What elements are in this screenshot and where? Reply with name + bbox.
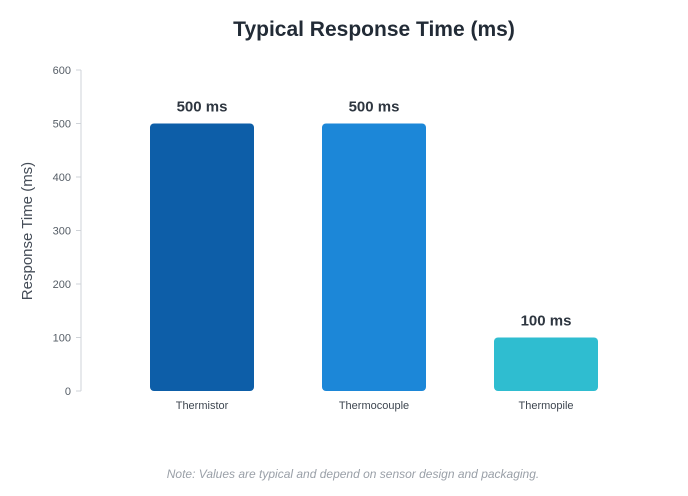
footnote: Note: Values are typical and depend on s… bbox=[167, 467, 539, 481]
y-tick-label: 500 bbox=[53, 119, 71, 131]
x-tick-label: Thermopile bbox=[518, 400, 573, 412]
y-tick-label: 200 bbox=[53, 279, 71, 291]
data-label: 500 ms bbox=[349, 99, 400, 116]
y-ticks: 0 100 200 300 400 500 600 bbox=[53, 65, 81, 398]
bars bbox=[150, 123, 598, 391]
bar-thermocouple bbox=[322, 123, 426, 391]
y-tick-label: 100 bbox=[53, 333, 71, 345]
data-labels: 500 ms 500 ms 100 ms bbox=[177, 99, 572, 330]
bar-thermistor bbox=[150, 123, 254, 391]
y-tick-label: 400 bbox=[53, 172, 71, 184]
data-label: 500 ms bbox=[177, 99, 228, 116]
chart-title: Typical Response Time (ms) bbox=[233, 18, 515, 41]
y-tick-label: 0 bbox=[65, 386, 71, 398]
x-tick-labels: Thermistor Thermocouple Thermopile bbox=[176, 400, 574, 412]
bar-thermopile bbox=[494, 337, 598, 391]
y-tick-label: 300 bbox=[53, 226, 71, 238]
y-tick-label: 600 bbox=[53, 65, 71, 77]
x-tick-label: Thermocouple bbox=[339, 400, 409, 412]
x-tick-label: Thermistor bbox=[176, 400, 229, 412]
y-axis-label: Response Time (ms) bbox=[19, 162, 36, 300]
data-label: 100 ms bbox=[521, 313, 572, 330]
